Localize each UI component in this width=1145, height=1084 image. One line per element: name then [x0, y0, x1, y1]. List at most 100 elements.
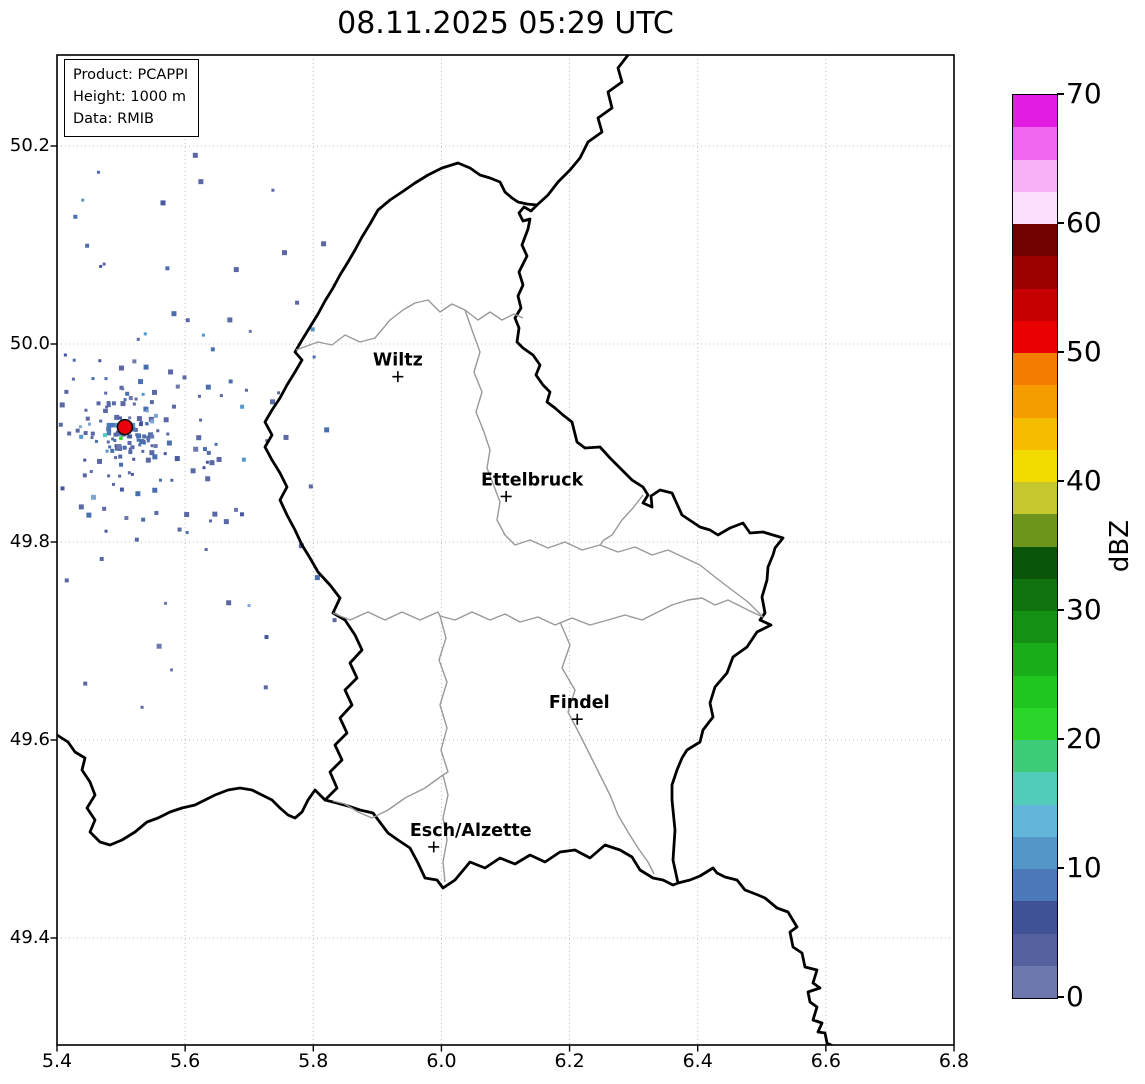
echo-pixel: [105, 405, 109, 409]
echo-pixel: [166, 432, 170, 436]
echo-pixel: [149, 400, 154, 405]
colorbar-segment: [1013, 95, 1057, 128]
colorbar-segment: [1013, 578, 1057, 611]
echo-pixel: [82, 473, 87, 478]
echo-pixel: [113, 438, 117, 442]
echo-pixel: [156, 429, 160, 433]
echo-pixel: [205, 384, 211, 390]
y-tick-label: 49.8: [9, 531, 50, 552]
echo-pixel: [129, 450, 133, 454]
gridlines: [57, 55, 954, 1045]
colorbar-tick-label: 60: [1066, 206, 1102, 239]
echo-pixel: [73, 214, 78, 219]
echo-pixel: [63, 353, 67, 357]
echo-pixel: [247, 604, 251, 608]
echo-pixel: [106, 403, 111, 408]
echo-pixel-blob: [110, 422, 116, 428]
echo-pixel: [193, 446, 199, 452]
echo-pixel: [78, 425, 82, 429]
district-border-findel-east: [559, 621, 655, 875]
echo-pixel: [114, 456, 118, 460]
colorbar: [1012, 94, 1058, 999]
district-border-ettelbruck: [464, 309, 764, 618]
echo-pixel: [185, 318, 190, 323]
echo-pixel: [321, 241, 327, 247]
echo-pixel-blob: [106, 422, 112, 428]
echo-pixel: [97, 458, 103, 464]
echo-pixel: [132, 457, 136, 461]
echo-pixel: [91, 377, 95, 381]
echo-pixel: [145, 422, 149, 426]
echo-pixel: [75, 428, 80, 433]
echo-pixel: [64, 578, 69, 583]
echo-pixel: [150, 444, 154, 448]
echo-pixel: [152, 454, 158, 460]
colorbar-tick-mark: [1057, 480, 1064, 482]
colorbar-tick-label: 50: [1066, 335, 1102, 368]
echo-pixel: [271, 188, 275, 192]
echo-pixel: [175, 384, 180, 389]
echo-pixel: [90, 435, 94, 439]
echo-pixel: [84, 408, 88, 412]
echo-pixel: [110, 448, 115, 453]
echo-pixel: [281, 250, 287, 256]
echo-pixel: [228, 379, 233, 384]
echo-pixel: [145, 457, 151, 463]
echo-pixel: [89, 470, 93, 474]
echo-pixel: [81, 198, 85, 202]
colorbar-segment: [1013, 320, 1057, 353]
echo-pixel: [127, 440, 132, 445]
echo-pixel: [216, 456, 222, 462]
colorbar-segment: [1013, 643, 1057, 676]
echo-pixel: [59, 402, 65, 408]
echo-pixel: [241, 457, 246, 462]
colorbar-segment: [1013, 127, 1057, 160]
echo-pixel: [166, 440, 172, 446]
echo-pixel: [136, 337, 140, 341]
echo-pixel: [123, 398, 127, 402]
colorbar-segment: [1013, 449, 1057, 482]
colorbar-segment: [1013, 804, 1057, 837]
city-markers: Wiltz Ettelbruck Findel Esch/Alzette: [373, 351, 610, 853]
echo-pixel: [158, 478, 162, 482]
echo-pixel: [310, 327, 315, 332]
colorbar-tick-label: 0: [1066, 980, 1084, 1013]
echo-pixel: [136, 416, 142, 422]
city: Wiltz: [373, 351, 423, 383]
colorbar-segment: [1013, 611, 1057, 644]
echo-pixel: [104, 391, 108, 395]
echo-pixel: [143, 332, 147, 336]
echo-pixel: [83, 458, 87, 462]
y-tick-label: 50.2: [9, 135, 50, 156]
echo-pixel: [149, 450, 155, 456]
echo-pixel: [202, 466, 206, 470]
echo-pixel: [105, 449, 109, 453]
radar-site-dot: [116, 418, 134, 436]
echo-pixel: [119, 462, 124, 467]
echo-pixel-green: [119, 436, 123, 440]
echo-pixel: [174, 456, 180, 462]
colorbar-segment: [1013, 514, 1057, 547]
colorbar-segment: [1013, 224, 1057, 257]
plot-frame: [56, 54, 955, 1046]
radar-echo-layer: [58, 152, 337, 709]
echo-pixel: [138, 379, 144, 385]
echo-pixel: [239, 512, 244, 517]
echo-pixel: [142, 434, 147, 439]
x-tick-label: 6.8: [938, 1050, 970, 1072]
echo-pixel: [130, 445, 135, 450]
x-tick-label: 5.4: [41, 1050, 73, 1072]
colorbar-segment: [1013, 965, 1057, 998]
echo-pixel: [136, 438, 140, 442]
city: Findel: [549, 693, 610, 725]
echo-pixel: [138, 443, 142, 447]
plot-title: 08.11.2025 05:29 UTC: [337, 6, 674, 41]
echo-pixel: [270, 399, 276, 405]
echo-pixel-blob: [106, 426, 112, 432]
echo-pixel: [139, 439, 145, 445]
colorbar-segment: [1013, 385, 1057, 418]
echo-pixel: [103, 408, 108, 413]
echo-pixel: [190, 468, 196, 474]
colorbar-segment: [1013, 546, 1057, 579]
colorbar-segment: [1013, 707, 1057, 740]
